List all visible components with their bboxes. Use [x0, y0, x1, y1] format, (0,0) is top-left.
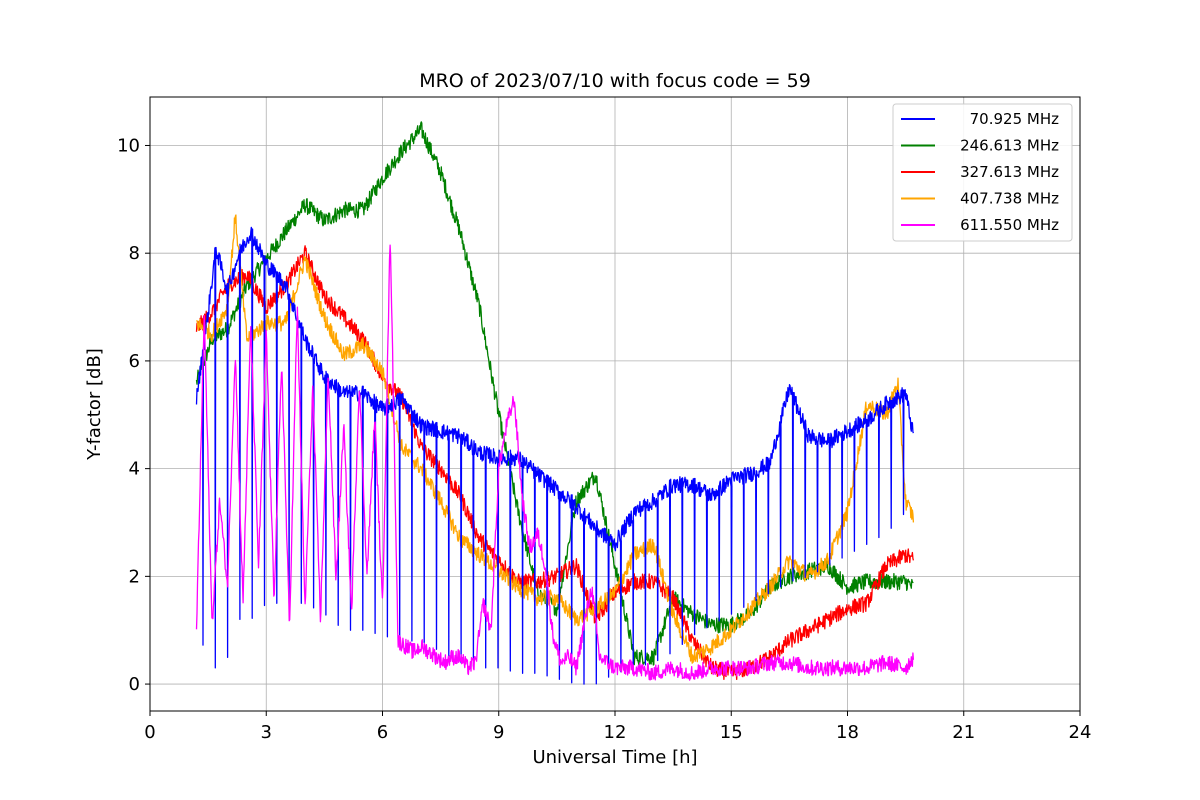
series-line [195, 121, 914, 666]
x-axis: 0 3 6 9 12 15 18 21 24 [144, 711, 1091, 743]
x-tick-label: 24 [1069, 722, 1092, 743]
x-tick-label: 3 [261, 722, 272, 743]
legend-label: 407.738 MHz [960, 190, 1059, 208]
y-axis: 0 2 4 6 8 10 [117, 135, 150, 695]
x-tick-label: 15 [720, 722, 743, 743]
y-tick-label: 4 [129, 459, 140, 480]
y-axis-label: Y-factor [dB] [84, 348, 105, 461]
series-line [195, 244, 915, 681]
x-tick-label: 9 [493, 722, 504, 743]
x-tick-label: 6 [377, 722, 388, 743]
series-line [196, 214, 915, 664]
legend: 70.925 MHz 246.613 MHz 327.613 MHz 407.738 … [892, 103, 1073, 242]
legend-label: 70.925 MHz [970, 110, 1059, 128]
legend-label: 327.613 MHz [960, 163, 1059, 181]
series-layer [195, 121, 915, 685]
chart-title: MRO of 2023/07/10 with focus code = 59 [419, 70, 811, 92]
series-line [195, 226, 915, 685]
x-tick-label: 12 [604, 722, 627, 743]
y-tick-label: 2 [129, 566, 140, 587]
x-tick-label: 0 [144, 722, 155, 743]
legend-label: 611.550 MHz [960, 216, 1059, 234]
x-axis-label: Universal Time [h] [532, 747, 697, 768]
legend-label: 246.613 MHz [960, 137, 1059, 155]
legend-box [892, 103, 1073, 242]
series-line [195, 245, 915, 681]
x-tick-label: 21 [952, 722, 975, 743]
y-tick-label: 8 [129, 243, 140, 264]
y-tick-label: 10 [117, 135, 140, 156]
y-tick-label: 6 [129, 351, 140, 372]
y-tick-label: 0 [129, 674, 140, 695]
x-tick-label: 18 [836, 722, 859, 743]
